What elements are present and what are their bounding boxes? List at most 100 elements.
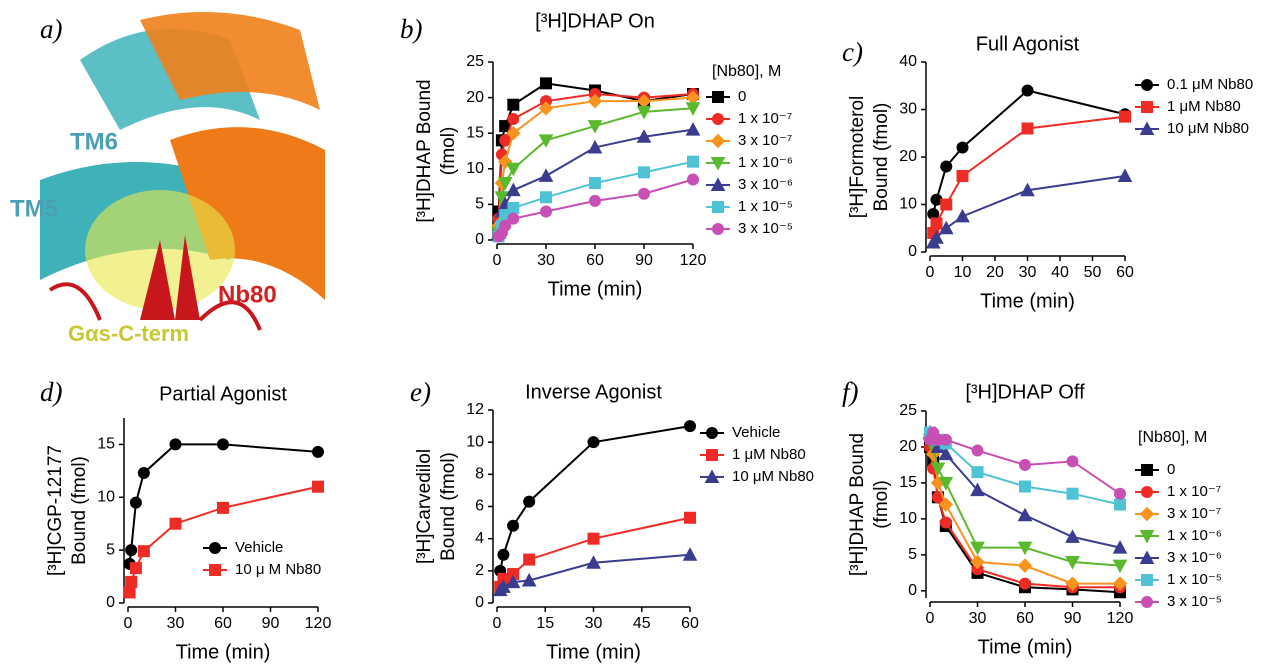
- legend-label: 0.1 μM Nb80: [1167, 76, 1253, 93]
- marker: [1065, 576, 1080, 591]
- marker: [636, 129, 652, 143]
- panel-label: e): [410, 377, 431, 407]
- structure-label: Nb80: [218, 281, 277, 308]
- marker: [938, 497, 954, 512]
- marker: [540, 77, 552, 90]
- structure-label: TM5: [10, 195, 58, 222]
- legend-marker: [1141, 596, 1153, 608]
- marker: [684, 511, 696, 524]
- y-tick-label: 0: [908, 582, 917, 599]
- y-tick-label: 40: [899, 53, 917, 70]
- x-axis-label: Time (min): [176, 641, 271, 663]
- marker: [1114, 498, 1126, 511]
- marker: [956, 141, 969, 154]
- marker: [505, 182, 521, 197]
- marker: [540, 191, 552, 204]
- y-axis-label: [³H]Formoterol: [847, 96, 868, 218]
- x-tick-label: 30: [537, 252, 555, 269]
- legend-label: 1 x 10⁻⁶: [1167, 527, 1222, 544]
- legend-marker: [1139, 121, 1155, 135]
- y-tick-label: 0: [475, 594, 484, 611]
- marker: [1112, 540, 1128, 554]
- y-axis-label: Bound (fmol): [871, 103, 892, 212]
- marker: [940, 160, 953, 173]
- x-tick-label: 20: [986, 264, 1004, 281]
- marker: [312, 445, 324, 458]
- legend-label: 3 x 10⁻⁵: [738, 220, 793, 237]
- legend-marker: [1141, 101, 1153, 113]
- chart-panel: b) [³H]DHAP On 0 5 10 15 20 25 0 30 60 90 120 Time (m…: [400, 10, 793, 300]
- x-tick-label: 120: [1107, 610, 1134, 627]
- marker: [638, 187, 650, 200]
- y-tick-label: 25: [466, 53, 484, 70]
- y-tick-label: 5: [475, 196, 484, 213]
- marker: [970, 554, 985, 570]
- marker: [523, 553, 536, 566]
- x-tick-label: 60: [1116, 264, 1134, 281]
- legend-label: 3 x 10⁻⁶: [1167, 549, 1222, 566]
- legend-marker: [209, 542, 221, 554]
- structure-panel: a) TM6 TM5 Nb80 Gαs-C-term: [10, 0, 325, 346]
- y-axis-label: [³H]Carvedilol: [414, 449, 435, 564]
- marker: [538, 134, 554, 148]
- x-axis-label: Time (min): [980, 290, 1075, 312]
- helix: [140, 12, 320, 110]
- marker: [970, 541, 985, 556]
- chart-title: Inverse Agonist: [525, 381, 662, 403]
- legend-marker: [710, 133, 726, 149]
- helix: [170, 127, 325, 300]
- y-tick-label: 20: [899, 148, 917, 165]
- y-axis-label: Bound (fmol): [438, 452, 459, 561]
- panel-label: b): [400, 14, 423, 44]
- structure-label: TM6: [70, 128, 118, 155]
- nb80-loop: [48, 282, 262, 331]
- legend-marker: [712, 201, 724, 213]
- marker: [217, 501, 229, 514]
- marker: [684, 420, 696, 433]
- x-tick-label: 30: [1019, 264, 1037, 281]
- legend-label: 0: [738, 88, 746, 105]
- legend-marker: [710, 177, 726, 191]
- marker: [538, 101, 554, 116]
- legend-marker: [710, 157, 726, 171]
- y-tick-label: 25: [899, 402, 917, 419]
- marker: [1112, 559, 1128, 574]
- legend-label: Vehicle: [732, 424, 780, 441]
- legend-marker: [1139, 530, 1155, 544]
- marker: [1065, 556, 1080, 570]
- x-tick-label: 120: [680, 252, 707, 269]
- x-tick-label: 30: [167, 615, 185, 632]
- marker: [929, 230, 944, 244]
- y-tick-label: 5: [106, 541, 115, 558]
- marker: [169, 517, 182, 530]
- legend-marker: [1141, 79, 1153, 91]
- marker: [507, 212, 520, 225]
- legend-label: 0: [1167, 461, 1175, 478]
- chart-title: Partial Agonist: [159, 383, 287, 405]
- marker: [685, 122, 701, 136]
- marker: [506, 125, 521, 141]
- x-tick-label: 10: [954, 264, 972, 281]
- marker: [123, 586, 136, 599]
- marker: [1112, 576, 1128, 591]
- x-tick-label: 60: [586, 252, 604, 269]
- marker: [497, 548, 510, 561]
- legend-label: 3 x 10⁻⁵: [1167, 593, 1222, 610]
- marker: [1065, 529, 1080, 543]
- marker: [971, 444, 984, 457]
- legend-marker: [1141, 486, 1153, 498]
- marker: [1117, 168, 1133, 182]
- y-tick-label: 20: [899, 438, 917, 455]
- marker: [955, 208, 970, 223]
- chart-panel: c) Full Agonist 0 10 20 30 40 0 10 20 30 40 50 60 Time…: [842, 33, 1253, 312]
- x-tick-label: 0: [493, 615, 502, 632]
- marker: [1019, 458, 1031, 471]
- marker: [638, 166, 650, 179]
- marker: [1021, 84, 1034, 97]
- x-tick-label: 45: [633, 615, 651, 632]
- x-tick-label: 60: [214, 615, 232, 632]
- legend-marker: [1139, 506, 1155, 522]
- y-tick-label: 0: [908, 243, 917, 260]
- legend-label: 3 x 10⁻⁷: [1167, 505, 1221, 522]
- chart-title: Full Agonist: [976, 33, 1080, 55]
